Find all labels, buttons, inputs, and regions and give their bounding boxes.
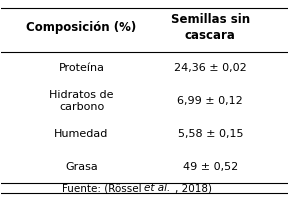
Text: Proteína: Proteína	[59, 63, 105, 73]
Text: Semillas sin
cascara: Semillas sin cascara	[171, 13, 250, 42]
Text: 5,58 ± 0,15: 5,58 ± 0,15	[177, 129, 243, 139]
Text: Hidratos de
carbono: Hidratos de carbono	[49, 90, 114, 112]
Text: Composición (%): Composición (%)	[26, 21, 137, 34]
Text: et al.: et al.	[144, 183, 171, 193]
Text: 49 ± 0,52: 49 ± 0,52	[183, 162, 238, 172]
Text: Fuente: (Rössel: Fuente: (Rössel	[62, 183, 144, 193]
Text: , 2018): , 2018)	[175, 183, 212, 193]
Text: Humedad: Humedad	[54, 129, 109, 139]
Text: Grasa: Grasa	[65, 162, 98, 172]
Text: 24,36 ± 0,02: 24,36 ± 0,02	[174, 63, 247, 73]
Text: 6,99 ± 0,12: 6,99 ± 0,12	[177, 96, 243, 106]
